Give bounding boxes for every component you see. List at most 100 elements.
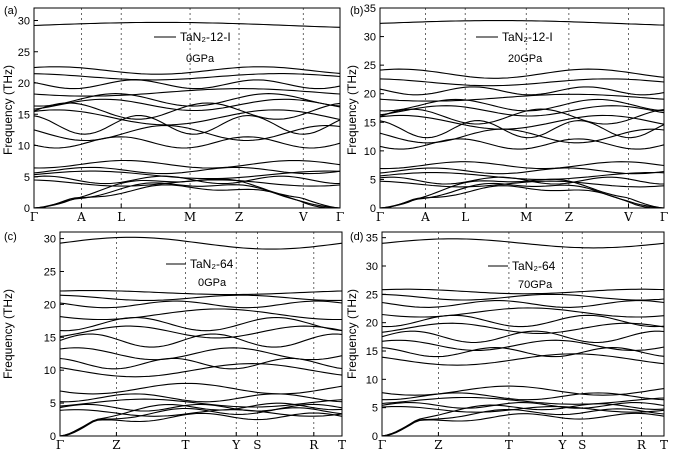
panel-c-ytick-label: 5	[50, 398, 56, 410]
panel-a-legend: TaN₂-12-I	[180, 30, 231, 44]
panel-c-band	[59, 363, 343, 378]
panel-d-ytick-label: 20	[366, 318, 378, 330]
panel-a-ytick-label: 30	[18, 16, 30, 28]
panel-a-band	[33, 170, 341, 180]
panel-b-ytick-label: 10	[364, 146, 376, 158]
panel-a-frame	[33, 7, 341, 209]
panel-c-subtitle: 0GPa	[198, 277, 227, 289]
panel-d-legend: TaN₂-64	[512, 259, 556, 273]
panel-d: (d) Frequency (THz) 0 5 10 15 20 25 30 35 Γ Z T Y S R…	[345, 231, 668, 452]
panel-a-ytick-label: 0	[24, 203, 30, 215]
panel-d-ytick-label: 10	[366, 374, 378, 386]
panel-d-band	[381, 353, 665, 366]
panel-d-ylabel: Frequency (THz)	[345, 289, 359, 379]
panel-c-ylabel: Frequency (THz)	[1, 289, 15, 379]
panel-c-band	[59, 382, 343, 395]
panel-c-ytick-label: 15	[44, 332, 56, 344]
panel-b: (b) Frequency (THz) 0 5 10 15 20 25 30 35 Γ A L M Z V…	[345, 3, 668, 224]
panel-d-band	[381, 288, 665, 295]
panel-a-kpoint-label: M	[184, 210, 196, 224]
panel-c-band	[59, 333, 343, 348]
panel-c-ytick-label: 25	[44, 266, 56, 278]
panel-d-kpoint-label: Y	[558, 438, 568, 452]
panel-b-band	[379, 114, 665, 130]
panel-c-frame	[59, 231, 343, 437]
panel-b-band	[379, 68, 665, 79]
panel-a-ytick-label: 5	[24, 172, 30, 184]
panel-d-band	[381, 307, 665, 318]
panel-b-band	[379, 161, 665, 170]
panel-c-acoustic-branch	[59, 407, 343, 437]
panel-b-band	[379, 98, 665, 112]
panel-b-band	[379, 20, 665, 26]
panel-c-legend: TaN₂-64	[190, 257, 234, 271]
panel-a-subtitle: 0GPa	[186, 53, 215, 65]
panel-b-ytick-label: 5	[370, 174, 376, 186]
panel-d-kpoint-label: Z	[434, 438, 442, 452]
panel-c-band	[59, 357, 343, 370]
panel-b-band	[379, 138, 665, 150]
panel-d-band	[381, 293, 665, 301]
panel-d-band	[381, 238, 665, 249]
panel-c-ytick-label: 30	[44, 234, 56, 246]
panel-b-ytick-label: 25	[364, 60, 376, 72]
panel-b-band	[379, 108, 665, 125]
panel-d-ytick-label: 5	[372, 403, 378, 415]
panel-c-band	[59, 294, 342, 301]
panel-b-kpoint-label: Γ	[376, 210, 384, 224]
panel-a-band	[33, 102, 341, 120]
panel-d-ytick-label: 30	[366, 261, 378, 273]
panel-d-ytick-label: 15	[366, 346, 378, 358]
panel-c-band	[59, 347, 343, 361]
panel-d-kpoint-label: S	[578, 438, 586, 452]
panel-b-band	[379, 105, 665, 117]
panel-a-band	[33, 88, 341, 97]
panel-b-acoustic-branch	[379, 178, 665, 209]
panel-a-band	[33, 73, 341, 81]
panel-c-band	[59, 409, 343, 417]
panel-c-kpoint-label: T	[338, 438, 346, 452]
panel-b-acoustic-branch	[379, 182, 665, 209]
panel-a-kpoint-label: A	[76, 210, 86, 224]
panel-a-kpoint-label: L	[117, 210, 125, 224]
panel-c-band	[59, 393, 343, 403]
panel-c-band	[59, 316, 343, 332]
panel-d-band	[381, 314, 665, 328]
panel-a-label: (a)	[4, 5, 17, 17]
panel-b-legend: TaN₂-12-I	[502, 30, 553, 44]
panel-c-ytick-label: 10	[44, 365, 56, 377]
panel-d-ytick-label: 35	[366, 233, 378, 245]
panel-c-kpoint-label: Z	[112, 438, 120, 452]
panel-b-band	[379, 128, 665, 144]
panel-a-band	[33, 136, 341, 149]
panel-a-band	[33, 114, 341, 135]
panel-c-kpoint-label: R	[309, 438, 319, 452]
panel-a-band	[33, 175, 341, 185]
panel-b-band	[379, 180, 665, 188]
panel-c-kpoint-label: Y	[231, 438, 241, 452]
panel-d-kpoint-label: R	[637, 438, 647, 452]
panel-a-band	[33, 124, 341, 142]
panel-b-kpoint-label: A	[420, 210, 430, 224]
panel-d-frame	[381, 231, 665, 437]
panel-a-kpoint-label: Z	[235, 210, 243, 224]
panel-b-band	[379, 176, 665, 185]
panel-a-acoustic-branch	[33, 178, 341, 209]
panel-c-band	[59, 403, 343, 412]
panel-d-band	[381, 385, 665, 396]
panel-d-band	[381, 396, 665, 405]
panel-b-ylabel: Frequency (THz)	[345, 65, 359, 155]
panel-c-kpoint-label: Γ	[56, 438, 64, 452]
panel-d-label: (d)	[350, 231, 363, 243]
panel-b-kpoint-label: Z	[565, 210, 573, 224]
panel-a-kpoint-label: V	[298, 210, 308, 224]
panel-c-band	[59, 300, 343, 309]
panel-b-band	[379, 78, 665, 87]
panel-a-band	[33, 66, 341, 75]
panel-c-kpoint-label: S	[253, 438, 261, 452]
panel-b-kpoint-label: L	[461, 210, 469, 224]
panel-d-band	[381, 402, 665, 409]
panel-b-band	[379, 120, 665, 139]
panel-b-band	[379, 172, 665, 180]
